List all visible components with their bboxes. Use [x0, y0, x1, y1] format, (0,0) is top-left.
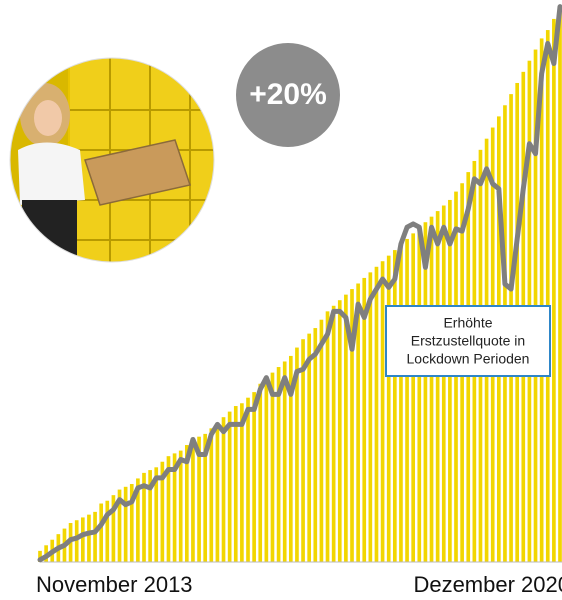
bar: [441, 205, 446, 562]
badge-text: +20%: [249, 78, 327, 111]
bar: [154, 467, 159, 562]
bar: [295, 347, 299, 562]
bar: [539, 38, 544, 563]
bar: [246, 397, 250, 562]
bar: [80, 517, 85, 562]
bar: [282, 361, 287, 562]
bar: [558, 10, 562, 562]
face: [34, 100, 62, 136]
bar: [105, 500, 110, 562]
bar: [209, 428, 214, 562]
bar: [411, 233, 416, 562]
bar: [545, 30, 550, 562]
bar: [123, 486, 128, 562]
bar: [117, 489, 122, 562]
bar: [386, 255, 391, 562]
bar: [221, 417, 226, 562]
bar: [313, 328, 318, 562]
bar: [264, 378, 269, 562]
bar: [38, 550, 42, 562]
bar: [356, 283, 360, 562]
bar: [197, 436, 201, 562]
photo-frame: [9, 57, 215, 263]
bar: [307, 333, 312, 562]
bar: [423, 222, 428, 563]
bar: [380, 261, 385, 562]
bar: [392, 250, 397, 562]
bar: [362, 277, 367, 562]
bar: [215, 422, 220, 562]
bar: [87, 514, 91, 562]
annotation: Erhöhte Erstzustellquote in Lockdown Perio…: [407, 315, 530, 367]
line: [37, 4, 562, 563]
bar: [337, 300, 342, 562]
bar: [552, 18, 556, 563]
bar: [368, 272, 373, 562]
bar: [374, 266, 379, 562]
bar: [111, 495, 116, 562]
bar: [331, 305, 336, 562]
annotation-box: [385, 305, 551, 377]
bar: [435, 211, 440, 562]
bar: [178, 450, 183, 562]
bar: [227, 411, 232, 562]
shirt: [18, 142, 85, 205]
bar: [288, 355, 293, 562]
bar: [325, 311, 330, 562]
bar: [319, 319, 324, 562]
annotation-line: Erhöhte: [443, 315, 492, 331]
parcel: [84, 139, 191, 206]
x-tick-label: Dezember 2020: [413, 572, 562, 597]
bar: [252, 392, 256, 562]
bar: [191, 439, 195, 562]
bar: [74, 520, 79, 562]
bar: [160, 461, 165, 562]
x-tick-label: November 2013: [36, 572, 193, 597]
bar: [233, 406, 238, 562]
bar: [166, 456, 171, 562]
bar: [172, 453, 177, 562]
bar: [448, 199, 452, 562]
bar: [136, 478, 140, 562]
bar: [344, 294, 348, 562]
line-layer: [37, 4, 562, 563]
bar: [270, 372, 275, 562]
bar: [301, 339, 305, 562]
annotation-line: Lockdown Perioden: [407, 351, 530, 367]
bar: [99, 503, 104, 562]
bar: [399, 244, 403, 562]
annotation-line: Erstzustellquote in: [411, 333, 525, 349]
bar: [129, 484, 134, 562]
bar: [276, 367, 281, 562]
bar: [429, 216, 434, 562]
bar: [240, 403, 244, 562]
bar: [258, 383, 263, 562]
bar: [405, 238, 409, 562]
bar: [350, 289, 354, 562]
bar: [93, 511, 97, 562]
x-labels: November 2013 Dezember 2020: [36, 572, 562, 597]
trousers: [22, 200, 77, 262]
bar: [142, 472, 146, 562]
bar: [203, 433, 208, 562]
badge: [236, 43, 340, 147]
bar: [184, 445, 189, 562]
bar: [148, 470, 152, 562]
bar: [417, 227, 422, 563]
